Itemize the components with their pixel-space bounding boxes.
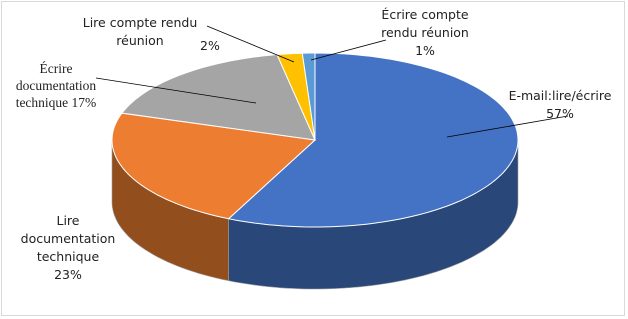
leader-line <box>206 25 295 63</box>
data-label: E-mail:lire/écrire 57% <box>495 87 625 123</box>
category-label: Écrire compte rendu réunion <box>381 7 469 40</box>
category-label: Lire documentation technique <box>20 213 116 264</box>
leader-line <box>310 39 387 61</box>
leader-line <box>446 115 569 138</box>
value-label: 1% <box>415 43 435 58</box>
data-label: Écrire compte rendu réunion 1% <box>372 6 478 60</box>
data-label: Lire documentation technique 23% <box>18 212 118 284</box>
data-label: Lire compte rendu réunion <box>80 14 200 50</box>
value-label: 2% <box>200 38 220 53</box>
category-label: Lire compte rendu réunion <box>82 15 198 48</box>
value-label-box: 2% <box>200 37 220 55</box>
slice <box>227 52 519 228</box>
leader-line <box>95 77 257 104</box>
slice <box>301 52 316 141</box>
slice <box>111 112 317 220</box>
value-label: 57% <box>546 106 574 121</box>
value-label: 23% <box>54 267 82 282</box>
category-label: E-mail:lire/écrire <box>508 88 612 103</box>
value-label: 17% <box>71 95 97 110</box>
category-label: Écrire documentation technique <box>15 61 97 110</box>
data-label: Écrire documentation technique 17% <box>2 60 110 111</box>
